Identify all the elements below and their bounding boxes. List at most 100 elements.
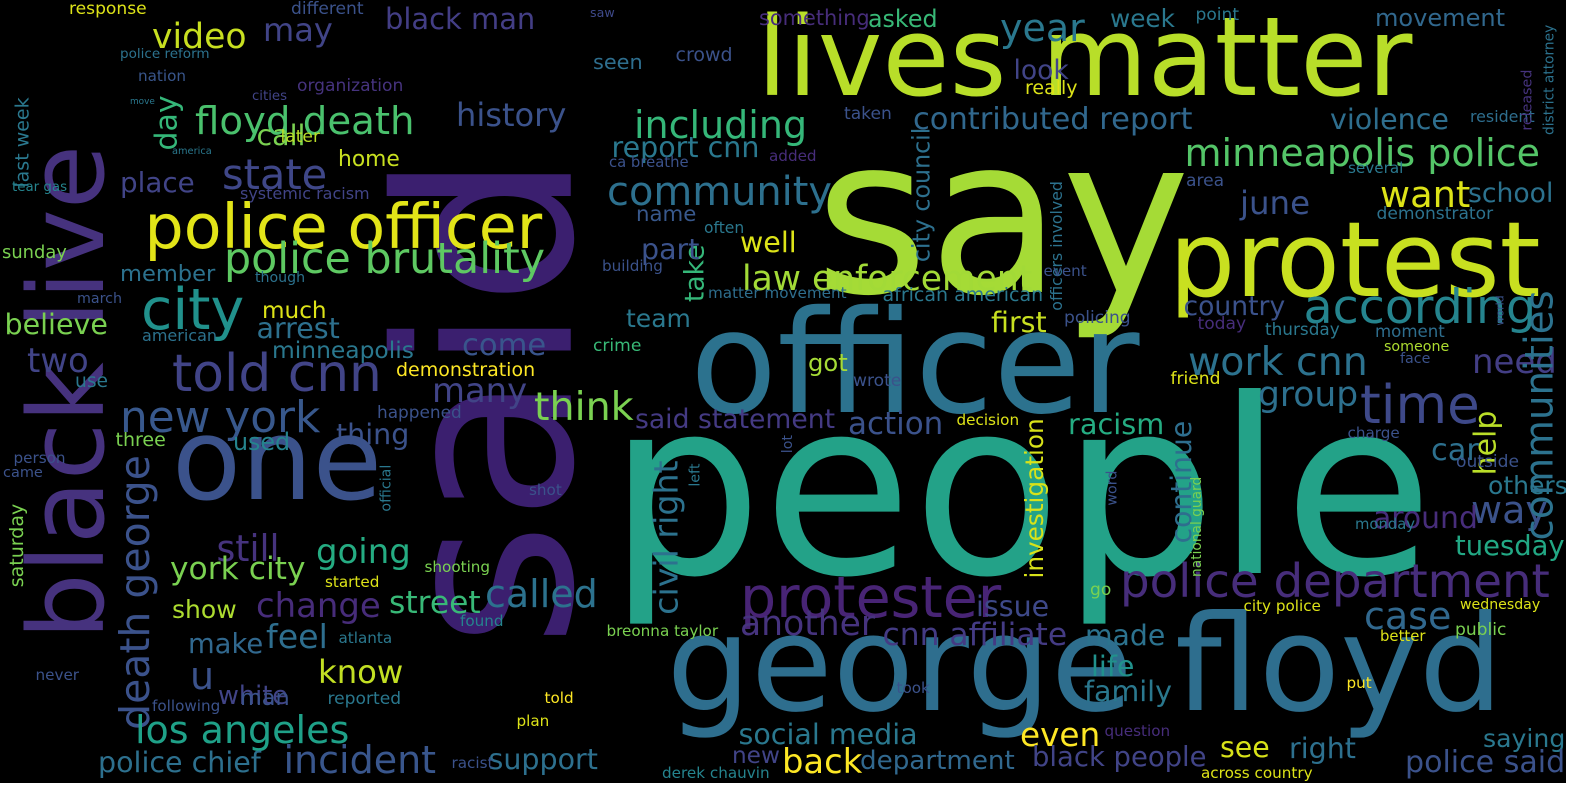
word-state: state	[222, 149, 328, 199]
word-question: question	[1104, 721, 1171, 740]
word-community: community	[607, 168, 833, 215]
word-response: response	[69, 0, 147, 19]
word-though: though	[255, 270, 306, 286]
word-see: see	[1220, 731, 1270, 764]
word-took: took	[896, 678, 930, 697]
word-organization: organization	[297, 75, 404, 96]
word-new: new	[732, 741, 780, 769]
word-want: want	[1380, 172, 1471, 216]
word-three: three	[115, 428, 166, 451]
word-protester: protester	[740, 564, 1002, 631]
word-someone: someone	[1384, 339, 1450, 355]
word-outside: outside	[1456, 451, 1520, 472]
word-minneapolis: minneapolis	[272, 335, 414, 364]
word-use: use	[75, 371, 109, 392]
word-thursday: thursday	[1265, 318, 1340, 339]
word-social-media: social media	[738, 717, 918, 751]
word-part: part	[641, 232, 700, 266]
word-friend: friend	[1170, 368, 1221, 389]
word-area: area	[1186, 170, 1225, 191]
word-first: first	[991, 305, 1047, 339]
word-still: still	[216, 528, 280, 570]
word-face: face	[1400, 351, 1431, 367]
word-move: move	[130, 97, 155, 107]
word-official: official	[378, 464, 395, 512]
word-even: even	[1020, 715, 1101, 754]
word-day: day	[149, 94, 185, 151]
word-march: march	[77, 291, 123, 307]
word-told: told	[544, 688, 574, 707]
word-really: really	[1025, 76, 1078, 99]
word-u: u	[190, 654, 215, 698]
word-racist: racist	[451, 753, 494, 772]
word-time: time	[1360, 373, 1480, 436]
word-charge: charge	[1347, 423, 1400, 442]
word-matter-movement: matter movement	[708, 283, 847, 302]
word-violence: violence	[1330, 102, 1449, 136]
word-ca-breathe: ca breathe	[609, 153, 689, 171]
word-work-cnn: work cnn	[1188, 339, 1368, 385]
word-according: according	[1303, 280, 1537, 335]
word-know: know	[318, 653, 404, 691]
word-come: come	[462, 327, 547, 363]
word-shot: shot	[529, 480, 562, 499]
word-place: place	[120, 166, 195, 199]
word-cities: cities	[252, 88, 288, 104]
word-one: one	[172, 393, 383, 526]
word-los-angeles: los angeles	[135, 708, 350, 752]
word-new-york: new york	[120, 392, 321, 443]
word-american: american	[142, 326, 218, 345]
word-black-people: black people	[1032, 742, 1207, 773]
word-around: around	[1373, 501, 1478, 536]
word-police-reform: police reform	[120, 46, 210, 62]
word-report-cnn: report cnn	[611, 130, 760, 164]
word-department: department	[860, 746, 1015, 776]
word-make: make	[188, 629, 264, 660]
word-plan: plan	[516, 711, 550, 730]
word-others: others	[1488, 470, 1566, 500]
word-country: country	[1183, 290, 1286, 322]
word-several: several	[1348, 158, 1404, 177]
word-minneapolis-police: minneapolis police	[1184, 131, 1541, 175]
word-civil-right: civil right	[646, 460, 686, 615]
word-word: word	[1104, 470, 1121, 506]
word-black-man: black man	[385, 1, 536, 36]
word-lot: lot	[779, 434, 796, 454]
word-communities: communities	[1517, 289, 1563, 540]
word-incident: incident	[283, 738, 437, 782]
word-police-brutality: police brutality	[224, 234, 546, 284]
word-came: came	[3, 465, 43, 481]
word-monday: monday	[1355, 515, 1416, 533]
word-car: car	[1431, 433, 1479, 468]
word-systemic-racism: systemic racism	[240, 184, 370, 203]
word-crime: crime	[593, 335, 642, 356]
word-wrote: wrote	[853, 370, 902, 391]
word-show: show	[172, 594, 237, 624]
word-often: often	[704, 219, 745, 237]
word-cnn-affiliate: cnn affiliate	[882, 617, 1068, 653]
word-floyd-death: floyd death	[195, 99, 415, 144]
word-call: call	[256, 118, 306, 152]
word-protest: protest	[1169, 198, 1541, 321]
word-feel: feel	[266, 617, 328, 656]
word-team: team	[626, 303, 691, 333]
word-way: way	[1471, 488, 1548, 532]
word-later: later	[280, 126, 320, 147]
word-event: event	[1043, 261, 1087, 280]
word-left: left	[687, 463, 704, 487]
word-across-country: across country	[1201, 763, 1313, 782]
word-street: street	[389, 585, 481, 621]
word-taken: taken	[844, 103, 892, 124]
word-today: today	[1197, 313, 1247, 334]
word-lives-matter: lives matter	[757, 0, 1413, 121]
word-nation: nation	[138, 66, 187, 85]
word-family: family	[1084, 674, 1172, 708]
word-life: life	[1091, 649, 1135, 683]
word-demonstration: demonstration	[396, 358, 536, 381]
word-racism: racism	[1068, 407, 1165, 441]
word-city: city	[141, 276, 245, 343]
word-saw: saw	[590, 4, 615, 20]
word-world: world	[1493, 294, 1507, 326]
word-made: made	[1085, 618, 1166, 652]
word-contributed-report: contributed report	[913, 102, 1193, 137]
